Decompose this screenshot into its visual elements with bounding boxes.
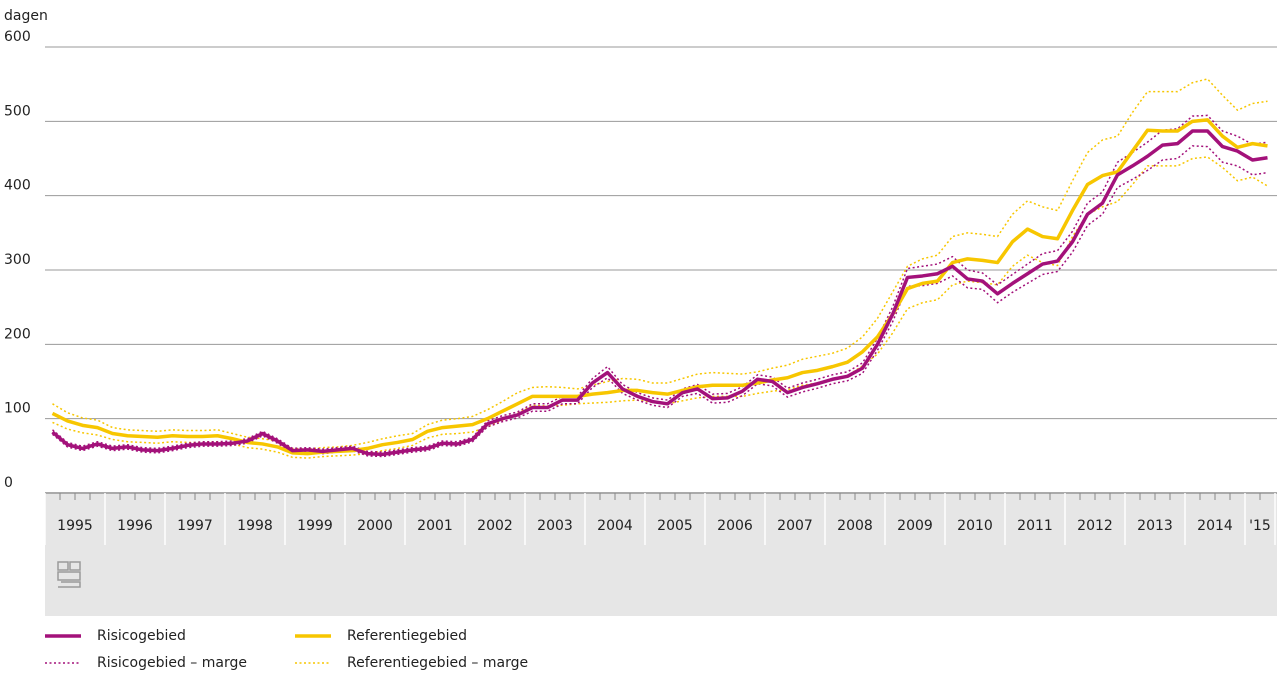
- series-line: [51, 129, 1268, 457]
- x-tick-label: 2002: [477, 518, 513, 534]
- series-line: [52, 156, 1268, 459]
- legend-label: Referentiegebied – marge: [347, 655, 528, 671]
- x-tick-label: 2010: [957, 518, 993, 534]
- x-tick-label: 1997: [177, 518, 213, 534]
- x-tick-label: 2000: [357, 518, 393, 534]
- x-tick-label: 2008: [837, 518, 873, 534]
- legend-label: Referentiegebied: [347, 628, 467, 644]
- legend-label: Risicogebied: [97, 628, 186, 644]
- x-tick-label: 2006: [717, 518, 753, 534]
- y-axis-label: dagen: [4, 8, 48, 24]
- x-tick-label: 1995: [57, 518, 93, 534]
- y-tick-label: 400: [4, 178, 31, 194]
- y-tick-label: 0: [4, 475, 13, 491]
- series-line: [52, 145, 1268, 458]
- y-tick-label: 300: [4, 252, 31, 268]
- x-tick-label: '15: [1249, 518, 1271, 534]
- x-tick-label: 2013: [1137, 518, 1173, 534]
- x-tick-label: 2011: [1017, 518, 1053, 534]
- x-tick-label: 2012: [1077, 518, 1113, 534]
- x-tick-label: 2003: [537, 518, 573, 534]
- legend-label: Risicogebied – marge: [97, 655, 247, 671]
- x-tick-label: 2004: [597, 518, 633, 534]
- axis-band: [45, 494, 1277, 616]
- x-tick-label: 2001: [417, 518, 453, 534]
- y-tick-label: 200: [4, 326, 31, 342]
- x-tick-label: 2014: [1197, 518, 1233, 534]
- x-tick-label: 1996: [117, 518, 153, 534]
- y-tick-label: 500: [4, 103, 31, 119]
- series-line: [51, 118, 1268, 456]
- y-tick-label: 600: [4, 29, 31, 45]
- x-tick-label: 2005: [657, 518, 693, 534]
- x-tick-label: 2007: [777, 518, 813, 534]
- cbs-logo: [57, 561, 81, 588]
- x-tick-label: 2009: [897, 518, 933, 534]
- x-tick-label: 1998: [237, 518, 273, 534]
- x-tick-label: 1999: [297, 518, 333, 534]
- y-tick-label: 100: [4, 401, 31, 417]
